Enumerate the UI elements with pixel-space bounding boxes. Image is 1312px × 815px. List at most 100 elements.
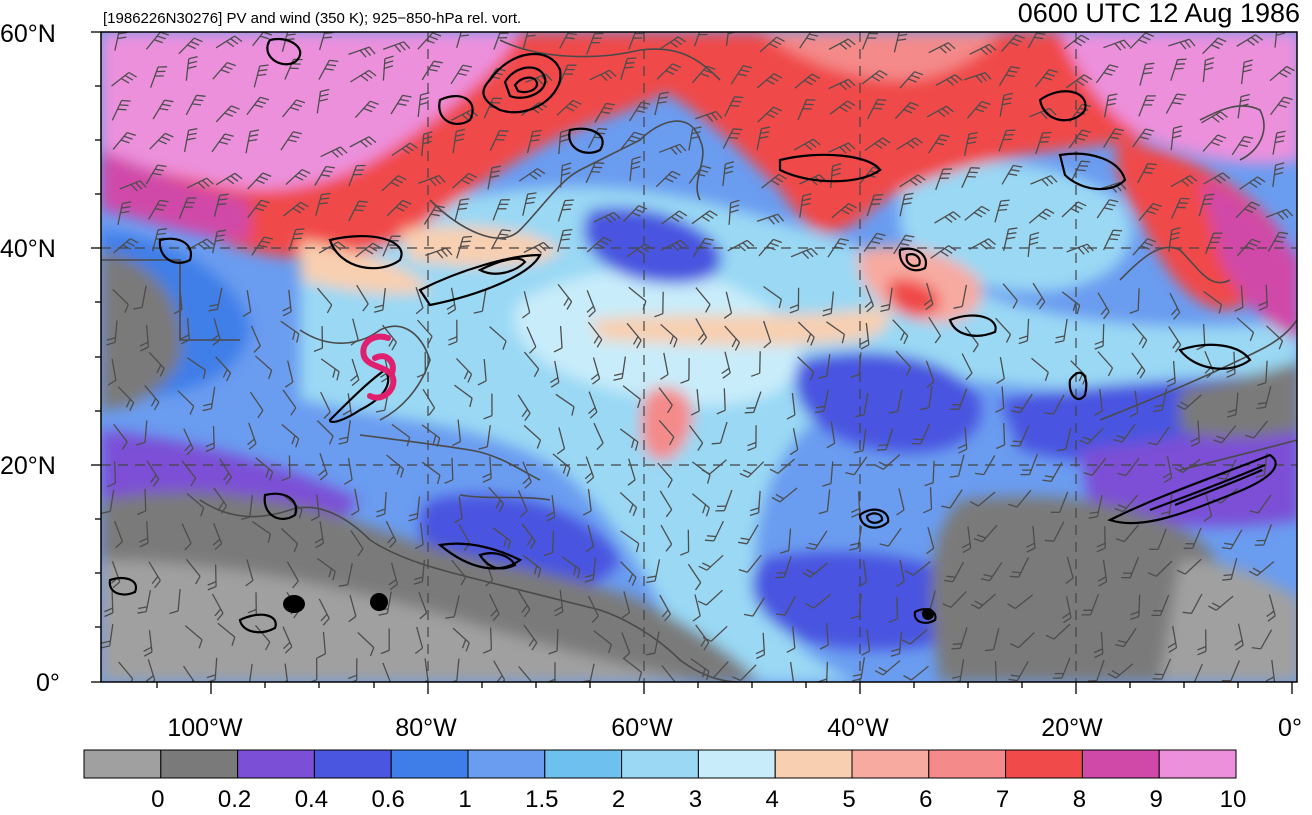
wind-barb-feather: [319, 203, 328, 204]
wind-barb-feather: [1077, 170, 1086, 171]
wind-barb-feather: [581, 685, 590, 686]
wind-barb-feather: [1011, 446, 1020, 447]
wind-barb-feather: [1277, 28, 1286, 30]
colorbar-label: 1.5: [525, 788, 558, 812]
wind-barb-feather: [671, 683, 676, 691]
wind-barb-feather: [461, 30, 470, 31]
wind-barb-feather: [593, 167, 602, 168]
wind-barb-feather: [707, 536, 716, 537]
wind-barb-feather: [1178, 59, 1187, 60]
wind-barb-feather: [296, 229, 305, 230]
wind-barb-feather: [731, 133, 740, 134]
figure-left-title: [1986226N30276] PV and wind (350 K); 925…: [103, 11, 521, 26]
wind-barb-feather: [777, 573, 786, 574]
colorbar-swatch: [1006, 750, 1083, 778]
wind-barb-feather: [529, 26, 538, 27]
colorbar-swatch: [929, 750, 1006, 778]
wind-barb-feather: [118, 109, 127, 110]
colorbar-swatch: [161, 750, 238, 778]
wind-barb-feather: [878, 100, 887, 101]
lon-label-80w: 80°W: [395, 716, 456, 741]
colorbar-label: 10: [1220, 788, 1247, 812]
wind-barb-feather: [1045, 540, 1054, 541]
colorbar-swatch: [852, 750, 929, 778]
wind-barb: [760, 351, 761, 373]
wind-barb-feather: [497, 135, 506, 136]
colorbar-label: 4: [766, 788, 779, 812]
wind-barb-feather: [1205, 194, 1214, 195]
wind-barb: [1138, 288, 1139, 310]
wind-barb-feather: [775, 577, 784, 578]
colorbar-label: 8: [1073, 788, 1086, 812]
wind-barb-feather: [359, 201, 368, 202]
wind-barb-feather: [998, 210, 1007, 211]
wind-barb-feather: [240, 686, 249, 688]
wind-barb-feather: [912, 444, 921, 445]
wind-barb-feather: [967, 177, 976, 178]
wind-barb-feather: [627, 58, 636, 59]
map-panel: [101, 22, 1300, 692]
wind-barb-feather: [1081, 161, 1090, 162]
wind-barb-feather: [384, 683, 391, 689]
wind-barb: [724, 388, 725, 410]
wind-barb-feather: [1175, 68, 1184, 69]
wind-barb-feather: [565, 200, 574, 201]
lon-label-0: 0°: [1278, 716, 1302, 741]
wind-barb-feather: [1012, 572, 1021, 573]
wind-barb-feather: [877, 450, 886, 451]
wind-barb-feather: [288, 30, 297, 31]
colorbar-label: 5: [842, 788, 855, 812]
colorbar-label: 1: [458, 788, 471, 812]
wind-barb-feather: [786, 684, 794, 688]
colorbar-swatch: [314, 750, 391, 778]
colorbar-label: 9: [1150, 788, 1163, 812]
wind-barb-feather: [191, 684, 196, 692]
wind-barb-feather: [570, 29, 579, 30]
wind-barb-feather: [1203, 204, 1212, 205]
wind-barb-feather: [326, 28, 335, 29]
wind-barb-feather: [1109, 239, 1118, 240]
colorbar-label: 3: [689, 788, 702, 812]
wind-barb-feather: [562, 209, 571, 210]
wind-barb-feather: [624, 67, 633, 68]
colorbar-label: 0.6: [372, 788, 405, 812]
wind-barb: [112, 591, 113, 613]
colorbar-label: 6: [919, 788, 932, 812]
wind-barb: [827, 662, 828, 684]
wind-barb-feather: [280, 685, 288, 689]
wind-barb: [452, 458, 453, 480]
wind-barb: [1139, 595, 1140, 617]
wind-barb-feather: [293, 238, 302, 239]
wind-barb: [115, 461, 116, 483]
lon-label-40w: 40°W: [827, 716, 888, 741]
wind-barb-feather: [1039, 29, 1048, 30]
wind-barb-feather: [1176, 64, 1185, 65]
wind-barb-feather: [1013, 441, 1022, 442]
wind-barb: [216, 565, 217, 587]
wind-barb-feather: [818, 684, 827, 687]
colorbar: [84, 750, 1236, 778]
lon-label-20w: 20°W: [1041, 716, 1102, 741]
wind-barb-feather: [951, 648, 960, 649]
wind-barb-feather: [460, 246, 469, 247]
wind-barb-feather: [733, 129, 742, 130]
wind-barb-feather: [529, 683, 533, 691]
wind-barb-feather: [294, 234, 303, 235]
wind-barb-feather: [969, 172, 978, 173]
colorbar-swatch: [468, 750, 545, 778]
wind-barb-feather: [873, 108, 882, 109]
wind-barb: [289, 455, 290, 477]
wind-barb-feather: [564, 205, 573, 206]
wind-barb-feather: [266, 29, 275, 32]
colorbar-swatch: [545, 750, 622, 778]
wind-barb-feather: [971, 168, 980, 169]
wind-barb: [491, 628, 492, 650]
wind-barb: [1105, 526, 1106, 548]
wind-barb-feather: [500, 131, 509, 132]
colorbar-label: 2: [612, 788, 625, 812]
colorbar-swatch: [1159, 750, 1236, 778]
colorbar-swatch: [775, 750, 852, 778]
wind-barb: [557, 629, 558, 651]
wind-barb-feather: [120, 28, 129, 30]
